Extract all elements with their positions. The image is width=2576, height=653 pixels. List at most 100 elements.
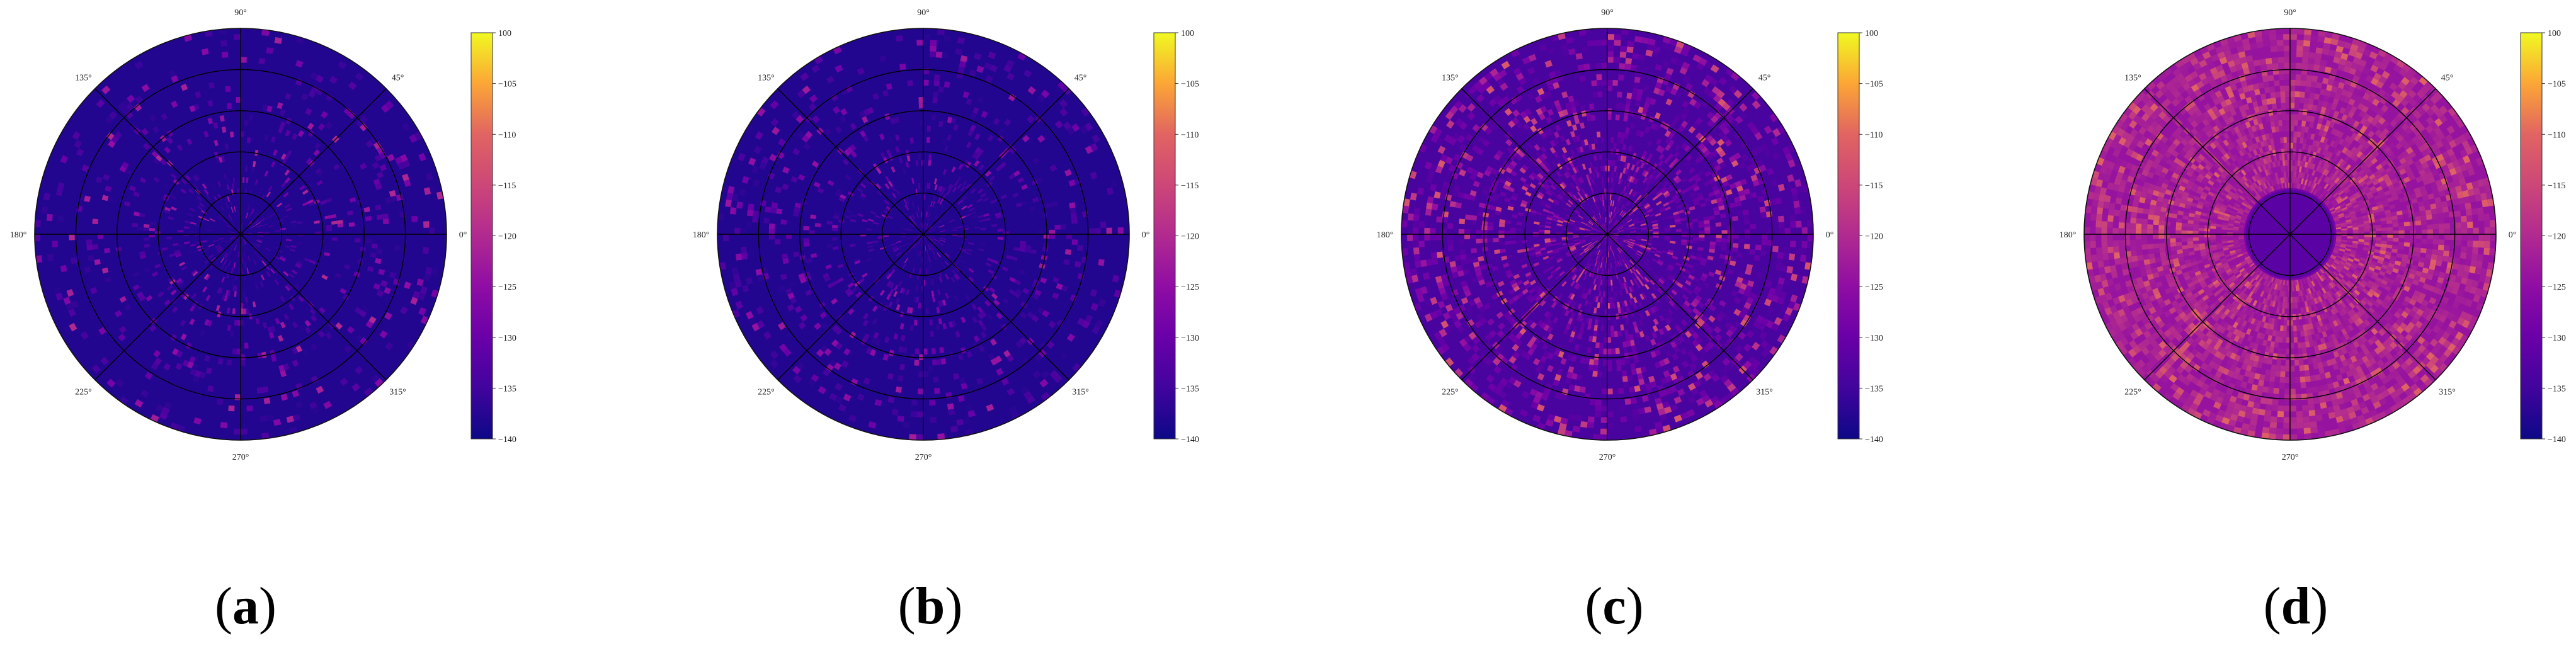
heatmap-cell — [1755, 244, 1762, 251]
heatmap-cell — [911, 313, 915, 320]
heatmap-cell — [1464, 234, 1471, 239]
heatmap-cell — [1015, 202, 1023, 208]
heatmap-cell — [1587, 40, 1595, 47]
heatmap-cell — [1626, 93, 1633, 99]
colorbar-tick-label: −120 — [1865, 232, 1883, 242]
heatmap-cell — [905, 149, 909, 156]
heatmap-cell — [1618, 74, 1624, 81]
heatmap-cell — [324, 252, 331, 257]
heatmap-cell — [161, 225, 167, 229]
heatmap-cell — [189, 356, 196, 363]
heatmap-cell — [979, 219, 985, 223]
heatmap-cell — [220, 264, 225, 270]
panel-label: (a) — [215, 577, 276, 635]
heatmap-cell — [970, 112, 977, 120]
heatmap-cell — [307, 199, 314, 204]
heatmap-cell — [953, 124, 959, 131]
heatmap-cell — [798, 273, 806, 280]
heatmap-cell — [1498, 222, 1505, 227]
heatmap-cell — [324, 215, 331, 220]
heatmap-cell — [248, 256, 251, 262]
heatmap-cell — [207, 320, 213, 327]
heatmap-cell — [173, 179, 180, 185]
heatmap-cell — [972, 316, 978, 324]
heatmap-cell — [839, 115, 847, 123]
heatmap-cell — [219, 28, 227, 35]
heatmap-cell — [966, 98, 972, 106]
heatmap-cell — [905, 161, 909, 168]
heatmap-cell — [200, 329, 206, 337]
heatmap-cell — [166, 137, 174, 144]
heatmap-cell — [197, 196, 203, 202]
heatmap-cell — [978, 164, 985, 171]
heatmap-cell — [52, 241, 59, 247]
heatmap-cell — [824, 348, 832, 356]
heatmap-cell — [1616, 365, 1622, 372]
heatmap-cell — [204, 319, 210, 326]
heatmap-cell — [1465, 214, 1472, 220]
heatmap-cell — [741, 253, 748, 260]
heatmap-cell — [983, 196, 989, 202]
heatmap-cell — [346, 326, 355, 334]
heatmap-cell — [186, 212, 193, 217]
heatmap-cell — [933, 225, 939, 229]
heatmap-cell — [232, 177, 236, 184]
heatmap-cell — [819, 344, 828, 353]
heatmap-cell — [767, 172, 775, 180]
heatmap-cell — [255, 222, 261, 226]
heatmap-cell — [925, 212, 928, 218]
heatmap-cell — [1413, 220, 1419, 228]
heatmap-cell — [1574, 414, 1582, 421]
angle-label: 315° — [1072, 388, 1089, 397]
heatmap-cell — [951, 166, 956, 173]
heatmap-cell — [229, 236, 236, 239]
heatmap-cell — [915, 160, 919, 166]
heatmap-cell — [356, 199, 363, 205]
heatmap-cell — [924, 251, 926, 258]
heatmap-cell — [218, 75, 225, 82]
heatmap-cell — [227, 324, 231, 331]
heatmap-cell — [236, 348, 241, 355]
heatmap-cell — [326, 227, 333, 232]
heatmap-cell — [43, 192, 50, 201]
heatmap-cell — [928, 365, 933, 372]
heatmap-cell — [933, 215, 937, 220]
heatmap-cell — [234, 291, 237, 297]
heatmap-cell — [736, 201, 743, 209]
heatmap-cell — [865, 347, 872, 355]
heatmap-cell — [270, 268, 275, 274]
heatmap-cell — [375, 204, 382, 211]
heatmap-cell — [940, 300, 944, 307]
heatmap-cell — [205, 275, 210, 281]
colorbar: 100−105−110−115−120−125−130−135−140 — [470, 29, 516, 445]
heatmap-cell — [928, 228, 934, 232]
heatmap-cell — [95, 176, 103, 184]
heatmap-cell — [286, 150, 292, 157]
heatmap-cell — [153, 349, 161, 358]
heatmap-cell — [1539, 229, 1545, 232]
heatmap-cell — [925, 268, 928, 275]
heatmap-cell — [928, 268, 931, 274]
heatmap-cell — [134, 103, 142, 112]
heatmap-cell — [862, 219, 868, 223]
heatmap-cell — [934, 387, 940, 394]
heatmap-cell — [164, 146, 171, 154]
heatmap-cell — [242, 223, 245, 229]
heatmap-cell — [244, 297, 248, 303]
heatmap-cell — [901, 238, 907, 241]
heatmap-cell — [752, 216, 759, 223]
heatmap-cell — [895, 386, 902, 393]
heatmap-cell — [891, 245, 898, 249]
heatmap-cell — [263, 232, 270, 234]
heatmap-cell — [1595, 405, 1602, 412]
heatmap-cell — [947, 134, 952, 141]
heatmap-cell — [789, 297, 797, 304]
heatmap-cell — [917, 206, 920, 212]
heatmap-cell — [246, 177, 249, 184]
heatmap-cell — [983, 213, 989, 217]
heatmap-cell — [891, 192, 897, 198]
heatmap-cell — [841, 360, 849, 368]
heatmap-cell — [945, 273, 949, 280]
heatmap-cell — [997, 135, 1005, 142]
heatmap-cell — [297, 242, 303, 246]
